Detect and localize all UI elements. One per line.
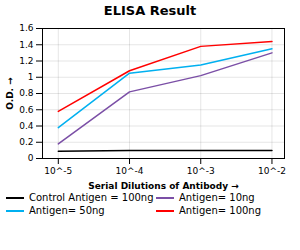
svg-text:0: 0 (28, 153, 34, 163)
svg-text:10^-3: 10^-3 (187, 166, 215, 176)
svg-text:O.D. →: O.D. → (5, 77, 15, 110)
svg-text:1.6: 1.6 (19, 23, 34, 33)
svg-text:Serial Dilutions of Antibody →: Serial Dilutions of Antibody → (88, 181, 239, 191)
svg-text:10^-5: 10^-5 (44, 166, 72, 176)
html-text:Control Antigen = 100ng: Control Antigen = 100ng (29, 192, 154, 203)
svg-text:1.4: 1.4 (19, 40, 34, 50)
svg-text:1.2: 1.2 (19, 56, 33, 66)
html-text:Antigen= 10ng: Antigen= 10ng (179, 192, 255, 203)
svg-text:0.4: 0.4 (19, 121, 34, 131)
svg-text:10^-2: 10^-2 (258, 166, 286, 176)
svg-text:1: 1 (28, 72, 34, 82)
svg-text:0.8: 0.8 (19, 88, 34, 98)
html-text:Antigen= 100ng: Antigen= 100ng (179, 205, 261, 216)
svg-text:10^-4: 10^-4 (116, 166, 144, 176)
html-text:Antigen= 50ng: Antigen= 50ng (29, 205, 105, 216)
svg-text:0.2: 0.2 (19, 137, 33, 147)
svg-text:0.6: 0.6 (19, 105, 34, 115)
html-text:ELISA Result: ELISA Result (103, 3, 197, 18)
